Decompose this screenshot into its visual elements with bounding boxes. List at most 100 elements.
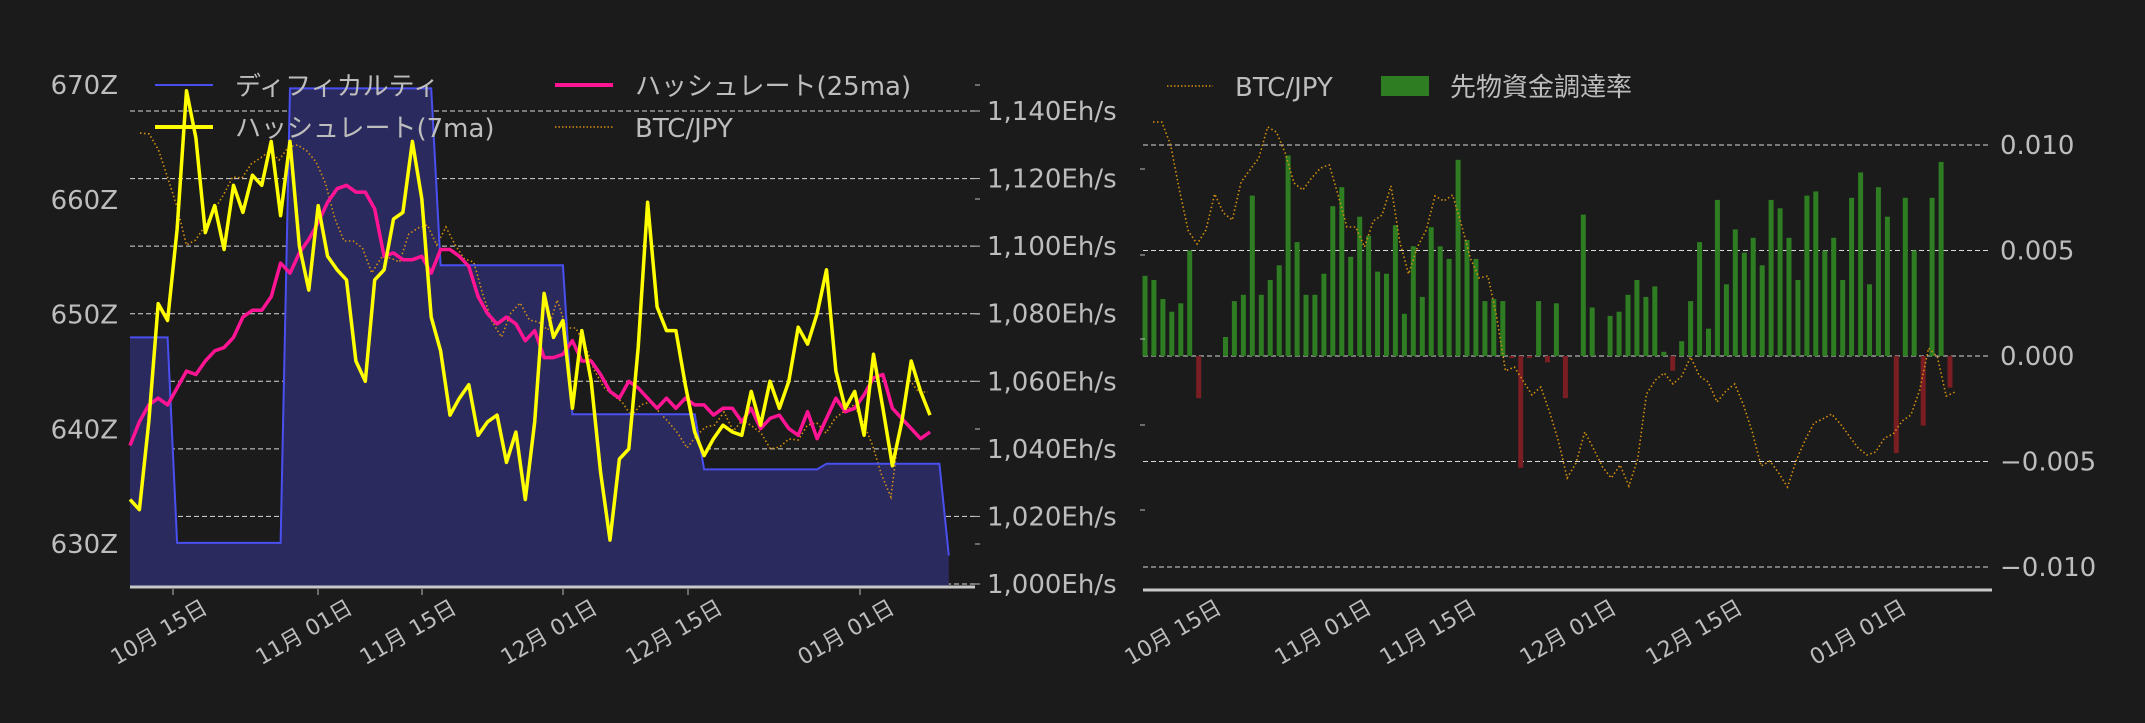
funding-bar [1339,187,1345,356]
x-tick-label: 12月 01日 [1516,596,1621,671]
x-tick-label: 11月 01日 [252,596,357,671]
funding-bar [1321,273,1327,356]
funding-bar [1267,280,1273,356]
funding-bar [1589,307,1595,356]
funding-bar [1169,311,1175,356]
legend-item: BTC/JPY [1167,73,1333,103]
funding-bar [1661,351,1667,356]
funding-bar [1893,356,1899,454]
funding-bar [1330,206,1336,356]
funding-bar [1160,299,1166,356]
y-tick-label: 1,060Eh/s [987,367,1117,397]
y-tick-label: 1,000Eh/s [987,570,1117,600]
y-tick-label: 0.000 [2000,342,2074,372]
funding-bar [1947,356,1953,388]
funding-bar [1437,246,1443,356]
funding-bar [1831,237,1837,356]
funding-bar [1875,187,1881,356]
legend-label: BTC/JPY [1235,73,1333,103]
funding-bar [1348,256,1354,356]
left-y-axis-difficulty: 670Z 660Z 650Z 640Z 630Z [51,71,118,560]
funding-bar [1231,301,1237,356]
funding-bar [1822,250,1828,356]
right-x-axis-dates: 10月 15日 11月 01日 11月 15日 12月 01日 12月 15日 01月 0… [1121,596,1911,671]
funding-bar [1679,341,1685,356]
difficulty-line [130,87,950,556]
funding-bar [1786,237,1792,356]
y-tick-label: 0.010 [2000,131,2074,161]
funding-bar [1401,313,1407,356]
y-tick-label: 1,020Eh/s [987,502,1117,532]
y-tick-label: 640Z [51,415,118,445]
funding-bar [1634,280,1640,356]
funding-bar [1375,271,1381,356]
legend-label: ハッシュレート(7ma) [235,114,495,144]
y-tick-label: 660Z [51,186,118,216]
right-y-axis-hashrate: 1,140Eh/s 1,120Eh/s 1,100Eh/s 1,080Eh/s 1,06… [975,84,1117,600]
legend-label: ハッシュレート(25ma) [635,72,911,102]
funding-bar [1741,252,1747,356]
funding-bar [1249,195,1255,356]
funding-bar [1884,216,1890,356]
funding-bar [1509,356,1515,359]
legend-swatch [1381,76,1429,96]
funding-bar [1795,280,1801,356]
y-tick-label: 650Z [51,301,118,331]
funding-bar [1223,337,1228,356]
funding-bar [1643,296,1649,356]
y-tick-label: 0.005 [2000,237,2074,267]
funding-bar [1920,356,1926,426]
x-tick-label: 12月 01日 [497,596,602,671]
funding-bar [1938,161,1944,356]
funding-bar [1849,197,1855,357]
legend-label: ディフィカルティ [235,72,439,102]
funding-bar [1276,265,1282,356]
x-tick-label: 01月 01日 [1806,596,1911,671]
funding-bar [1366,235,1372,356]
funding-bar [1697,242,1703,356]
funding-bar [1392,225,1398,356]
funding-bar [1867,284,1872,356]
funding-bar [1151,280,1157,356]
funding-bar [1312,294,1318,356]
legend-item: ディフィカルティ [155,72,439,102]
funding-bar [1580,214,1586,356]
funding-bar [1482,301,1488,356]
funding-bar [1911,250,1917,356]
y-tick-label: 630Z [51,530,118,560]
funding-bar [1858,172,1864,356]
funding-bar [1804,195,1810,356]
funding-bar [1688,301,1694,356]
funding-bar [1625,294,1631,356]
funding-bar [1196,356,1202,399]
y-tick-label: 1,120Eh/s [987,165,1117,195]
funding-rate-chart: 0.010 0.005 0.000 −0.005 −0.010 10月 15日 11月 0… [1121,73,2096,671]
x-tick-label: 12月 15日 [1642,596,1747,671]
funding-bar [1732,229,1738,356]
legend-item: 先物資金調達率 [1381,73,1632,103]
funding-bar [1759,265,1765,356]
funding-bar [1455,159,1461,356]
funding-bar [1777,208,1783,356]
funding-bar [1491,299,1497,356]
y-tick-label: 1,080Eh/s [987,300,1117,330]
x-tick-label: 11月 15日 [1376,596,1481,671]
funding-bar [1706,328,1711,356]
y-tick-label: 1,140Eh/s [987,97,1117,127]
funding-bar [1527,356,1533,359]
funding-bar [1473,258,1479,356]
legend-label: BTC/JPY [635,114,733,144]
funding-bar [1616,311,1622,356]
funding-bar [1428,227,1434,356]
right-gridlines [1143,144,1990,568]
funding-bar [1652,286,1658,356]
funding-bar [1562,356,1568,399]
legend-label: 先物資金調達率 [1450,73,1632,103]
x-tick-label: 10月 15日 [107,596,212,671]
funding-bar [1768,199,1774,356]
funding-bar [1500,301,1506,356]
right-y-axis-funding: 0.010 0.005 0.000 −0.005 −0.010 [1140,131,2096,583]
funding-bar [1723,284,1729,356]
